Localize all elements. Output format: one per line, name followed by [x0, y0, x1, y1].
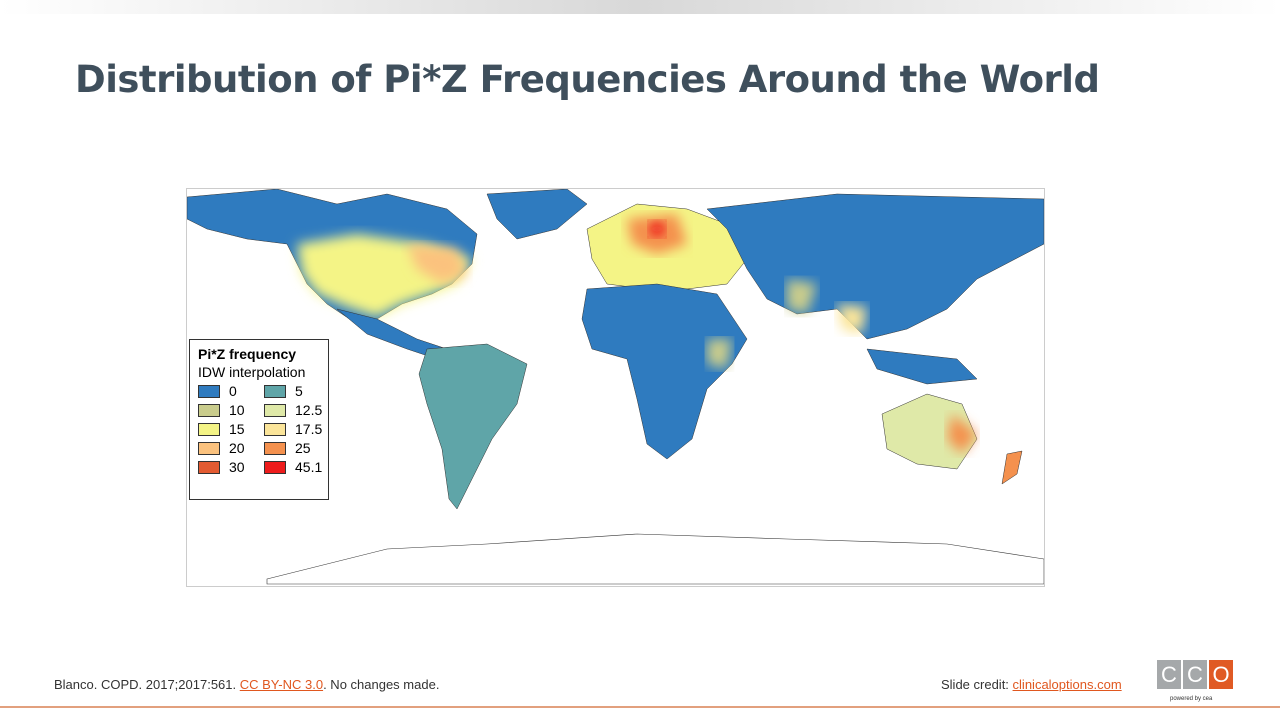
legend-item: 17.5: [264, 421, 330, 437]
citation-note: . No changes made.: [323, 677, 440, 692]
logo-letter: O: [1209, 660, 1233, 689]
legend-swatch: [264, 460, 286, 474]
legend-label: 25: [295, 440, 311, 456]
legend-label: 0: [229, 383, 237, 399]
legend-label: 10: [229, 402, 245, 418]
legend-item: 10: [198, 402, 264, 418]
slide-title: Distribution of Pi*Z Frequencies Around …: [75, 58, 1100, 101]
legend-item: 30: [198, 459, 264, 475]
legend-item: 25: [264, 440, 330, 456]
south-america: [418, 343, 528, 510]
legend-label: 20: [229, 440, 245, 456]
legend-item: 45.1: [264, 459, 330, 475]
world-map: [186, 188, 1045, 587]
legend-item: 5: [264, 383, 330, 399]
legend-swatch: [198, 403, 220, 417]
legend-label: 45.1: [295, 459, 323, 475]
legend-label: 12.5: [295, 402, 323, 418]
footer-rule: [0, 706, 1280, 708]
top-bar: [0, 0, 1280, 14]
legend-item: 20: [198, 440, 264, 456]
legend-item: 0: [198, 383, 264, 399]
legend-label: 5: [295, 383, 303, 399]
legend-label: 15: [229, 421, 245, 437]
africa: [581, 283, 748, 460]
australia: [881, 393, 978, 470]
citation-text: Blanco. COPD. 2017;2017:561.: [54, 677, 237, 692]
legend-title: Pi*Z frequency: [198, 346, 297, 362]
citation: Blanco. COPD. 2017;2017:561. CC BY-NC 3.…: [54, 677, 439, 692]
credit-link[interactable]: clinicaloptions.com: [1012, 677, 1122, 692]
legend-swatch: [264, 384, 286, 398]
license-link[interactable]: CC BY-NC 3.0: [239, 677, 324, 692]
legend-swatch: [198, 460, 220, 474]
legend-subtitle: IDW interpolation: [198, 364, 306, 380]
credit-label: Slide credit:: [941, 677, 1009, 692]
legend-swatch: [264, 422, 286, 436]
legend-label: 17.5: [295, 421, 323, 437]
logo-letter: C: [1157, 660, 1181, 689]
legend-swatch: [264, 441, 286, 455]
asia: [706, 193, 1045, 340]
legend-swatch: [198, 384, 220, 398]
new-zealand: [1001, 450, 1023, 485]
slide-credit: Slide credit: clinicaloptions.com: [941, 677, 1122, 692]
legend-label: 30: [229, 459, 245, 475]
logo-letter: C: [1183, 660, 1207, 689]
cco-logo: C C O: [1157, 660, 1233, 689]
legend-swatch: [264, 403, 286, 417]
legend-item: 15: [198, 421, 264, 437]
powered-by: powered by cea: [1170, 696, 1213, 702]
map-legend: Pi*Z frequency IDW interpolation 0 5 10 12.…: [189, 339, 329, 500]
greenland: [486, 188, 588, 240]
antarctica: [266, 533, 1045, 585]
legend-swatch: [198, 422, 220, 436]
legend-item: 12.5: [264, 402, 330, 418]
legend-swatch: [198, 441, 220, 455]
